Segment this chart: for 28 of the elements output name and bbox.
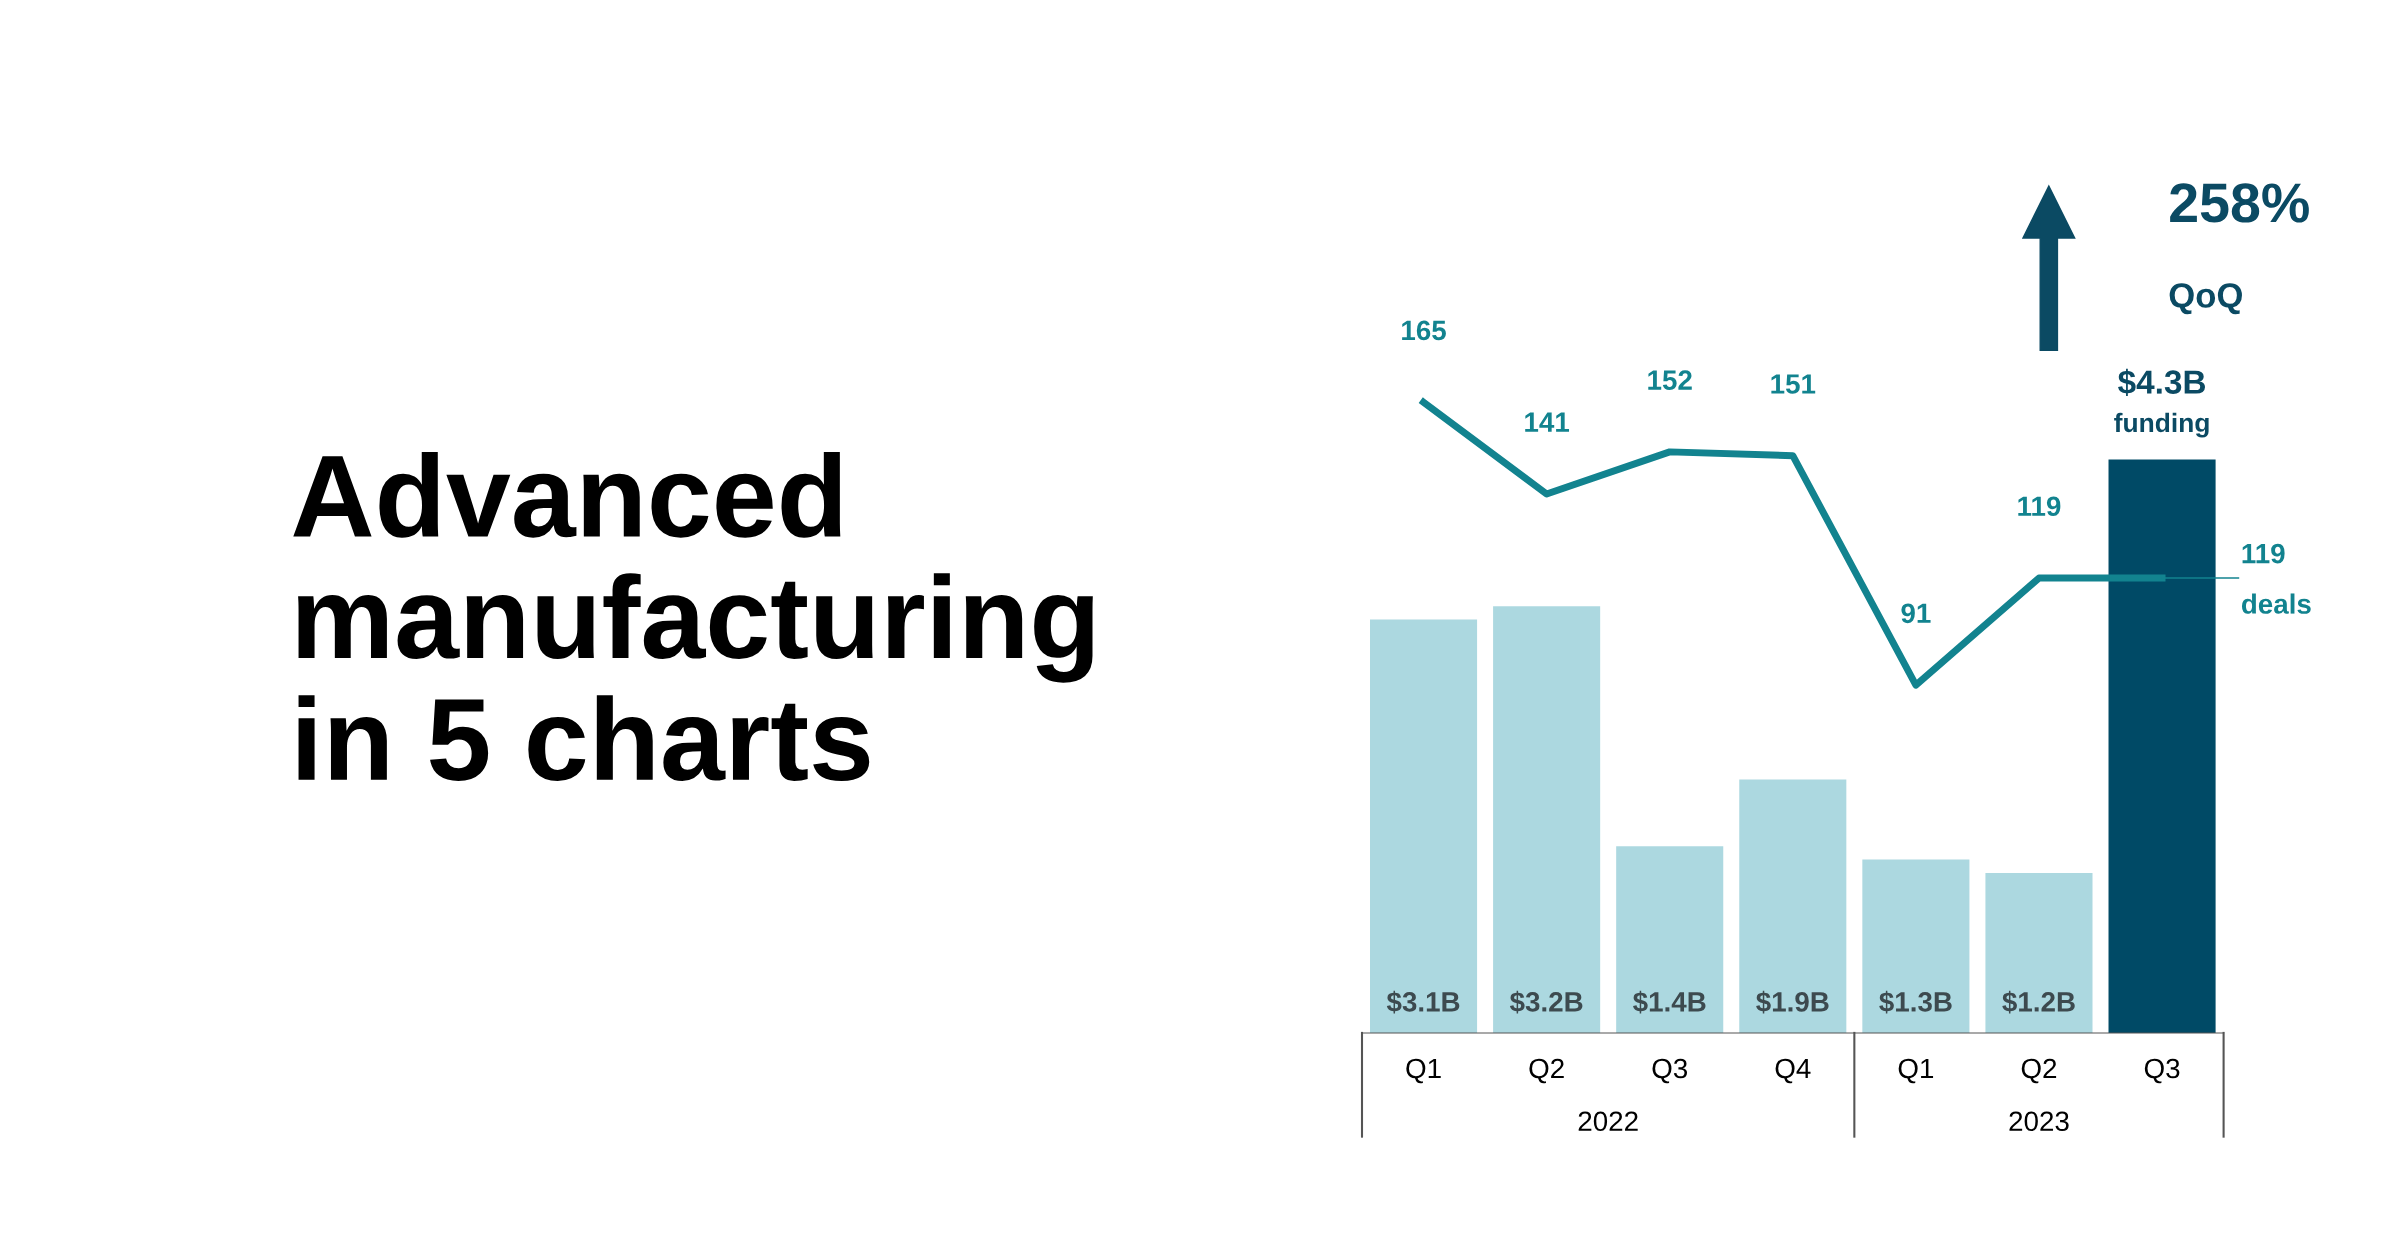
data-label: 152 bbox=[1648, 370, 1692, 390]
x-tick-label: Q3 bbox=[2144, 1058, 2180, 1084]
data-label: $4.3B bbox=[2118, 368, 2206, 397]
data-label: $1.4B bbox=[1633, 990, 1706, 1014]
data-label: 165 bbox=[1402, 320, 1446, 341]
data-label: $3.1B bbox=[1386, 990, 1460, 1014]
data-label: 119 bbox=[2242, 543, 2285, 564]
x-tick-label: Q4 bbox=[1775, 1058, 1811, 1084]
text: 2022 bbox=[1578, 1111, 1638, 1132]
text: Advanced manufacturing in 5 charts bbox=[293, 451, 1093, 782]
data-label: 91 bbox=[1901, 603, 1931, 624]
data-label: $3.2B bbox=[1509, 990, 1583, 1014]
x-tick-label: Q1 bbox=[1406, 1058, 1441, 1084]
x-tick-label: Q1 bbox=[1898, 1058, 1934, 1084]
x-tick-label: Q3 bbox=[1652, 1058, 1688, 1084]
text: deals bbox=[2241, 593, 2311, 614]
text: 258% bbox=[2170, 183, 2309, 223]
data-label: 151 bbox=[1771, 374, 1816, 394]
data-label: $1.2B bbox=[2002, 990, 2075, 1014]
data-label: 141 bbox=[1525, 412, 1570, 432]
data-label: $1.3B bbox=[1879, 990, 1952, 1014]
x-tick-label: Q2 bbox=[1529, 1058, 1564, 1084]
text: 2023 bbox=[2009, 1111, 2069, 1132]
x-tick-label: Q2 bbox=[2021, 1058, 2057, 1084]
data-label: $1.9B bbox=[1756, 990, 1829, 1014]
text: QoQ bbox=[2169, 283, 2242, 315]
series-label: funding bbox=[2114, 412, 2209, 438]
data-label: 119 bbox=[2018, 496, 2061, 517]
